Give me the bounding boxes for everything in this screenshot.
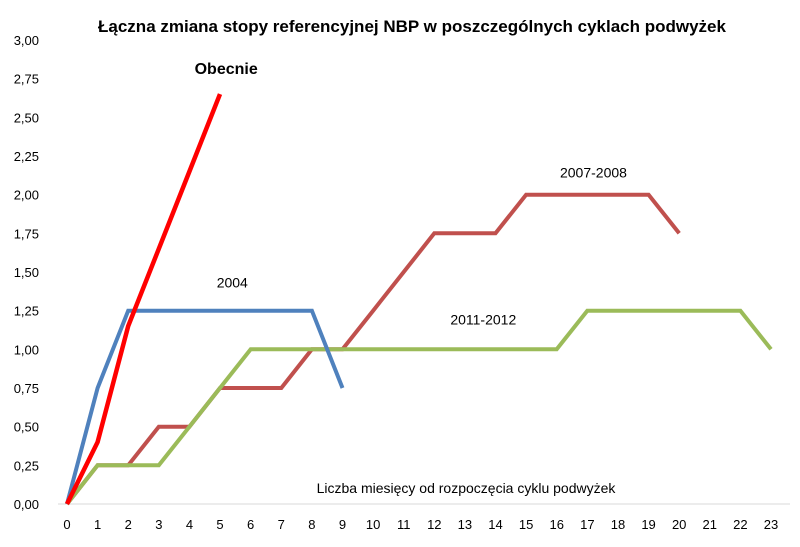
x-tick-label: 10 (366, 517, 380, 532)
series-label: 2011-2012 (450, 312, 516, 328)
series-label: 2007-2008 (560, 165, 627, 181)
y-axis: 0,00 0,25 0,50 0,75 1,00 1,25 1,50 1,75 2,00 2,25… (14, 33, 39, 512)
x-tick-label: 7 (278, 517, 285, 532)
x-tick-label: 20 (672, 517, 686, 532)
y-tick-label: 0,25 (14, 458, 39, 473)
x-tick-label: 14 (488, 517, 502, 532)
y-tick-label: 1,50 (14, 265, 39, 280)
x-tick-label: 1 (94, 517, 101, 532)
y-tick-label: 1,00 (14, 342, 39, 357)
x-tick-label: 22 (733, 517, 747, 532)
y-tick-label: 2,50 (14, 110, 39, 125)
series-line-2004 (65, 308, 345, 505)
y-tick-label: 1,25 (14, 304, 39, 319)
x-tick-label: 2 (125, 517, 132, 532)
y-tick-label: 0,00 (14, 497, 39, 512)
x-tick-label: 18 (611, 517, 625, 532)
y-tick-label: 1,75 (14, 226, 39, 241)
x-tick-label: 8 (308, 517, 315, 532)
y-tick-label: 0,75 (14, 381, 39, 396)
series-line-2011-2012 (65, 308, 773, 506)
x-tick-label: 13 (458, 517, 472, 532)
x-tick-label: 15 (519, 517, 533, 532)
series-group (64, 93, 773, 506)
x-tick-label: 0 (63, 517, 70, 532)
x-axis: 0 1 2 3 4 5 6 7 8 9 10 11 12 13 14 15 16 17 18 19 20 21 22 23 (63, 517, 778, 532)
x-tick-label: 9 (339, 517, 346, 532)
x-tick-label: 16 (550, 517, 564, 532)
x-tick-label: 21 (703, 517, 717, 532)
x-axis-label: Liczba miesięcy od rozpoczęcia cyklu pod… (317, 480, 617, 496)
x-tick-label: 6 (247, 517, 254, 532)
x-tick-label: 5 (216, 517, 223, 532)
x-tick-label: 11 (397, 517, 411, 532)
series-label: 2004 (217, 274, 248, 290)
x-tick-label: 19 (641, 517, 655, 532)
series-line-obecnie (64, 93, 223, 505)
y-tick-label: 2,75 (14, 72, 39, 87)
y-tick-label: 3,00 (14, 33, 39, 48)
series-labels: Obecnie 2004 2007-2008 2011-2012 (195, 61, 628, 328)
series-line-2007-2008 (65, 192, 681, 506)
x-tick-label: 12 (427, 517, 441, 532)
chart-title: Łączna zmiana stopy referencyjnej NBP w … (98, 17, 726, 36)
x-tick-label: 17 (580, 517, 594, 532)
y-tick-label: 2,00 (14, 188, 39, 203)
y-tick-label: 2,25 (14, 149, 39, 164)
y-tick-label: 0,50 (14, 420, 39, 435)
series-label: Obecnie (195, 61, 258, 78)
x-tick-label: 23 (764, 517, 778, 532)
x-tick-label: 3 (155, 517, 162, 532)
x-tick-label: 4 (186, 517, 193, 532)
